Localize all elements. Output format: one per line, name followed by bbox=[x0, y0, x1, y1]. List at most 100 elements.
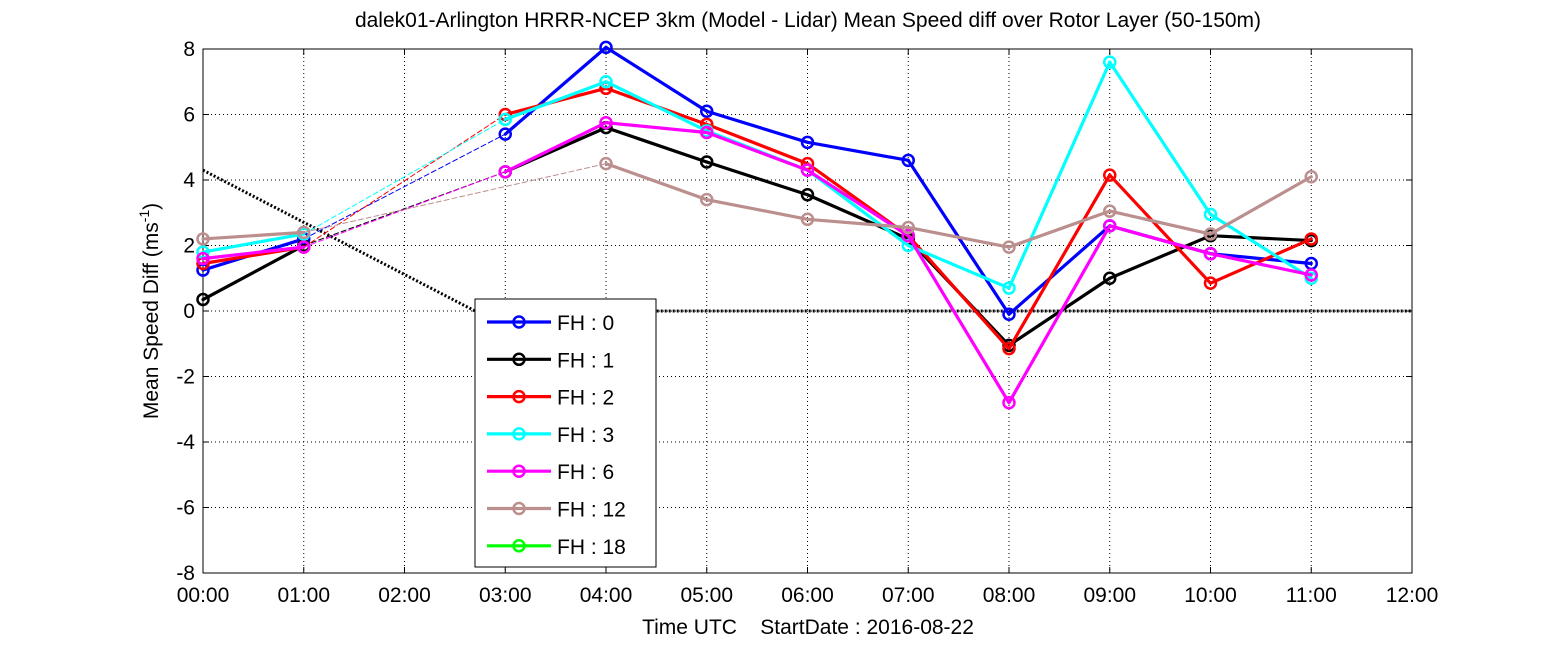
data-point-marker bbox=[196, 251, 210, 266]
data-point-marker bbox=[1002, 307, 1016, 322]
data-point-marker bbox=[498, 112, 512, 127]
series-segment bbox=[604, 162, 709, 202]
y-tick-label: -2 bbox=[176, 366, 195, 389]
legend-swatch-marker bbox=[512, 464, 526, 478]
series-segment bbox=[805, 140, 910, 162]
series-5 bbox=[196, 156, 1318, 254]
data-point-marker bbox=[1203, 227, 1218, 241]
series-segment bbox=[1208, 252, 1313, 277]
x-tick-label: 12:00 bbox=[1386, 584, 1439, 607]
series-gap-segment bbox=[303, 118, 506, 235]
series-segment bbox=[705, 109, 810, 144]
series-gap-segment bbox=[303, 133, 506, 240]
y-axis-label-superscript: -1 bbox=[136, 210, 152, 223]
chart-title: dalek01-Arlington HRRR-NCEP 3km (Model -… bbox=[355, 9, 1261, 32]
data-point-marker bbox=[1002, 240, 1016, 254]
y-axis-label: Mean Speed Diff (ms-1) bbox=[136, 203, 163, 419]
data-point-marker bbox=[1304, 268, 1318, 282]
x-tick-label: 06:00 bbox=[781, 584, 834, 607]
data-point-marker bbox=[1103, 219, 1117, 233]
data-point-marker bbox=[700, 125, 714, 140]
data-point-marker bbox=[196, 292, 210, 307]
data-point-marker bbox=[599, 115, 613, 130]
series-segment bbox=[1007, 60, 1112, 290]
data-point-marker bbox=[1203, 246, 1218, 261]
y-tick-label: 8 bbox=[183, 38, 195, 61]
series-segment bbox=[604, 121, 709, 135]
series-4 bbox=[196, 115, 1318, 410]
legend-label: FH : 3 bbox=[557, 424, 614, 447]
data-point-marker bbox=[599, 75, 613, 89]
legend-swatch-marker bbox=[512, 352, 526, 367]
x-axis-label: Time UTC StartDate : 2016-08-22 bbox=[642, 616, 974, 639]
y-tick-label: 0 bbox=[183, 300, 195, 323]
data-point-marker bbox=[297, 240, 311, 254]
legend-swatch-marker bbox=[512, 389, 526, 404]
data-point-marker bbox=[800, 135, 815, 150]
series-gap-segment bbox=[303, 163, 607, 233]
series-segment bbox=[604, 80, 709, 133]
legend-entry: FH : 18 bbox=[487, 536, 626, 559]
data-point-marker bbox=[1002, 341, 1016, 356]
data-point-marker bbox=[1103, 55, 1117, 69]
data-point-marker bbox=[700, 104, 714, 118]
x-tick-label: 09:00 bbox=[1083, 584, 1136, 607]
series-gap-segment bbox=[303, 114, 506, 248]
series-segment bbox=[201, 243, 306, 302]
legend-label: FH : 2 bbox=[557, 387, 614, 410]
series-segment bbox=[1108, 173, 1213, 285]
y-tick-label: 6 bbox=[183, 104, 195, 127]
series-segment bbox=[1208, 237, 1313, 285]
series-segment bbox=[1108, 234, 1213, 280]
legend-swatch-marker bbox=[512, 315, 526, 329]
series-segment bbox=[1108, 60, 1213, 216]
data-point-marker bbox=[700, 155, 714, 169]
x-tick-label: 01:00 bbox=[277, 584, 330, 607]
data-point-marker bbox=[1304, 169, 1318, 184]
series-segment bbox=[604, 125, 709, 164]
series-segment bbox=[705, 160, 810, 197]
y-tick-label: -4 bbox=[176, 431, 195, 454]
legend-entry: FH : 0 bbox=[487, 312, 614, 335]
y-tick-label: 2 bbox=[183, 235, 195, 258]
axis-ticks: 00:00 01:00 02:00 03:00 04:00 05:00 06:00 07:00… bbox=[176, 38, 1438, 607]
y-tick-label: -8 bbox=[176, 562, 195, 585]
series-segment bbox=[906, 234, 1011, 351]
series-segment bbox=[705, 122, 810, 166]
series-segment bbox=[1108, 209, 1213, 236]
data-point-marker bbox=[1203, 276, 1218, 290]
data-point-marker bbox=[901, 228, 915, 243]
data-point-marker bbox=[498, 127, 512, 141]
data-point-marker bbox=[901, 153, 915, 168]
data-point-marker bbox=[1103, 271, 1117, 285]
series-segment bbox=[705, 198, 810, 221]
x-tick-label: 02:00 bbox=[378, 584, 431, 607]
legend-swatch-marker bbox=[512, 539, 526, 553]
data-point-marker bbox=[498, 165, 512, 179]
x-tick-label: 00:00 bbox=[177, 584, 230, 607]
series-3 bbox=[196, 55, 1318, 295]
series-segment bbox=[503, 80, 608, 122]
series-segment bbox=[805, 217, 910, 230]
series-layer bbox=[196, 40, 1318, 410]
series-segment bbox=[1007, 224, 1112, 405]
x-tick-label: 08:00 bbox=[983, 584, 1036, 607]
data-point-marker bbox=[901, 220, 915, 235]
series-segment bbox=[503, 45, 608, 136]
series-0 bbox=[196, 40, 1318, 322]
legend-entry: FH : 1 bbox=[487, 349, 614, 372]
series-gap-segment bbox=[303, 171, 506, 248]
y-tick-label: -6 bbox=[176, 497, 195, 520]
series-segment bbox=[906, 243, 1011, 290]
y-tick-label: 4 bbox=[183, 169, 195, 192]
legend-entry: FH : 2 bbox=[487, 387, 614, 410]
y-axis-label-main: Mean Speed Diff (ms bbox=[140, 222, 163, 419]
data-point-marker bbox=[1304, 232, 1318, 246]
series-segment bbox=[1208, 234, 1313, 243]
series-segment bbox=[1007, 209, 1112, 249]
data-point-marker bbox=[1103, 168, 1117, 182]
series-gap-segment bbox=[303, 171, 506, 246]
y-axis-label-tail: ) bbox=[140, 203, 163, 210]
series-segment bbox=[201, 245, 306, 261]
